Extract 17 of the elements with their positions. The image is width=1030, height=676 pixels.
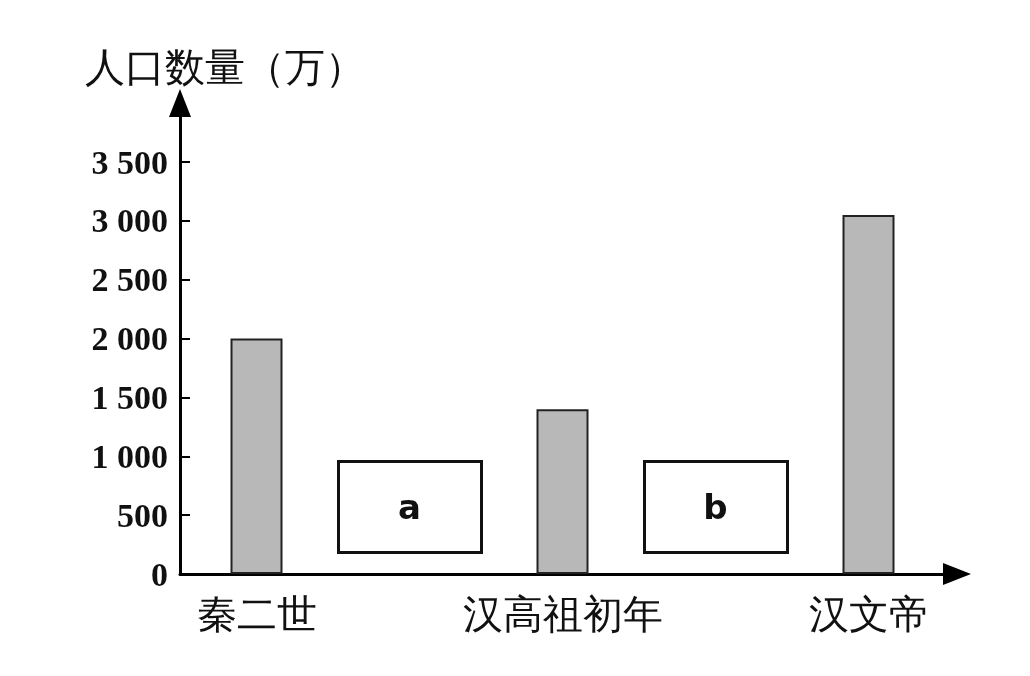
y-tick-label: 3 000: [91, 202, 168, 240]
y-tick-label: 0: [151, 555, 168, 593]
x-tick-label: 秦二世: [196, 591, 317, 637]
bar: [842, 215, 895, 574]
y-tick-label: 1 000: [91, 437, 168, 475]
x-tick-label: 汉文帝: [808, 591, 929, 637]
text-box: b: [642, 459, 789, 554]
text-box: a: [336, 459, 483, 554]
bar: [230, 338, 283, 574]
y-tick-label: 1 500: [91, 378, 168, 416]
y-tick-label: 2 500: [91, 261, 168, 299]
y-tick-label: 500: [117, 496, 168, 534]
y-tick-label: 3 500: [91, 143, 168, 181]
y-tick-label: 2 000: [91, 320, 168, 358]
y-axis-title: 人口数量（万）: [85, 44, 365, 90]
bar: [536, 409, 589, 574]
x-tick-label: 汉高祖初年: [462, 591, 663, 637]
